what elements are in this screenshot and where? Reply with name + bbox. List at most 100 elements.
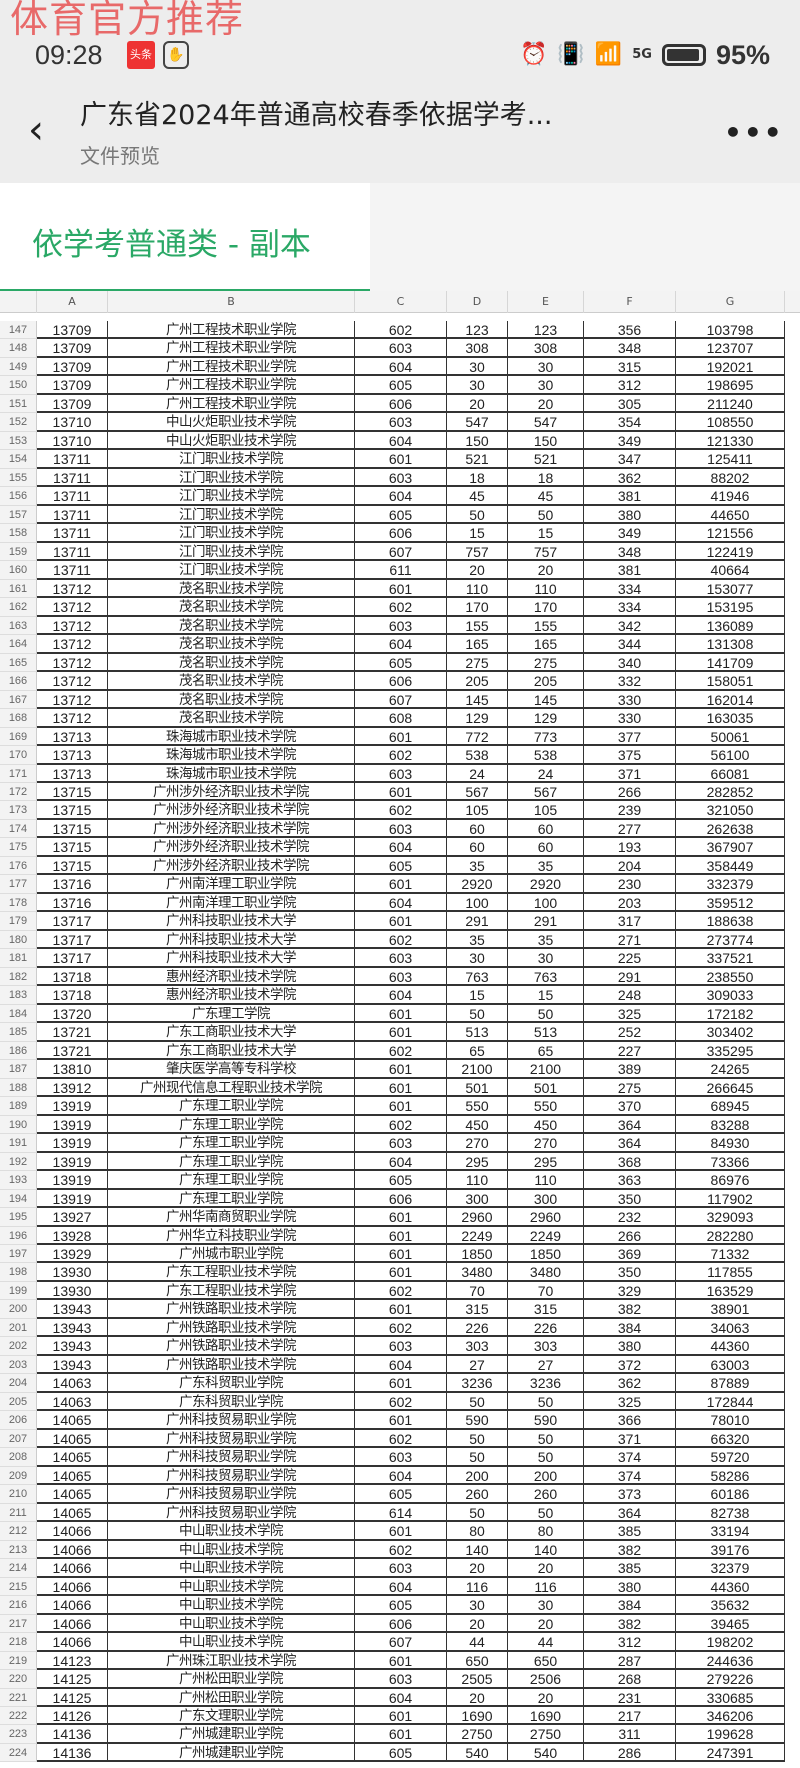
cell-e[interactable]: 50: [508, 1448, 584, 1467]
cell-c[interactable]: 601: [355, 579, 447, 599]
cell-e[interactable]: 300: [508, 1189, 584, 1209]
cell-c[interactable]: 604: [355, 635, 447, 654]
row-number[interactable]: 179: [0, 912, 37, 931]
cell-d[interactable]: 538: [447, 746, 508, 765]
column-header[interactable]: C: [355, 291, 447, 313]
cell-d[interactable]: 35: [447, 930, 508, 950]
cell-c[interactable]: 603: [355, 764, 447, 783]
cell-f[interactable]: 348: [584, 339, 676, 358]
cell-f[interactable]: 354: [584, 413, 676, 432]
cell-e[interactable]: 773: [508, 727, 584, 747]
cell-b[interactable]: 中山职业技术学院: [108, 1559, 355, 1578]
cell-f[interactable]: 347: [584, 450, 676, 469]
cell-a[interactable]: 13943: [37, 1300, 108, 1319]
row-number[interactable]: 219: [0, 1651, 37, 1671]
cell-c[interactable]: 604: [355, 986, 447, 1005]
cell-f[interactable]: 277: [584, 819, 676, 839]
cell-e[interactable]: 30: [508, 1596, 584, 1615]
row-number[interactable]: 191: [0, 1134, 37, 1153]
row-number[interactable]: 192: [0, 1152, 37, 1172]
cell-d[interactable]: 260: [447, 1485, 508, 1504]
cell-a[interactable]: 14065: [37, 1485, 108, 1504]
cell-f[interactable]: 330: [584, 709, 676, 728]
cell-d[interactable]: 70: [447, 1281, 508, 1301]
cell-c[interactable]: 601: [355, 875, 447, 894]
cell-a[interactable]: 13943: [37, 1355, 108, 1375]
cell-e[interactable]: 150: [508, 431, 584, 451]
cell-d[interactable]: 100: [447, 893, 508, 913]
cell-a[interactable]: 13712: [37, 690, 108, 710]
cell-f[interactable]: 340: [584, 653, 676, 673]
cell-g[interactable]: 103798: [676, 321, 785, 340]
cell-g[interactable]: 40664: [676, 561, 785, 580]
cell-e[interactable]: 567: [508, 783, 584, 802]
cell-b[interactable]: 广州铁路职业技术学院: [108, 1355, 355, 1375]
cell-g[interactable]: 332379: [676, 875, 785, 894]
cell-g[interactable]: 238550: [676, 967, 785, 987]
cell-e[interactable]: 521: [508, 450, 584, 469]
row-number[interactable]: 220: [0, 1670, 37, 1689]
cell-f[interactable]: 362: [584, 468, 676, 488]
cell-b[interactable]: 广东工商职业技术大学: [108, 1041, 355, 1061]
cell-d[interactable]: 50: [447, 1448, 508, 1467]
cell-d[interactable]: 80: [447, 1522, 508, 1541]
cell-g[interactable]: 50061: [676, 727, 785, 747]
cell-c[interactable]: 604: [355, 357, 447, 377]
cell-b[interactable]: 肇庆医学高等专科学校: [108, 1060, 355, 1079]
cell-c[interactable]: 611: [355, 561, 447, 580]
cell-e[interactable]: 30: [508, 949, 584, 968]
cell-b[interactable]: 中山职业技术学院: [108, 1522, 355, 1541]
cell-g[interactable]: 279226: [676, 1670, 785, 1689]
row-number[interactable]: 166: [0, 672, 37, 691]
cell-a[interactable]: 14065: [37, 1411, 108, 1430]
cell-c[interactable]: 605: [355, 1171, 447, 1190]
cell-g[interactable]: 199628: [676, 1725, 785, 1744]
cell-d[interactable]: 205: [447, 672, 508, 691]
cell-f[interactable]: 380: [584, 1337, 676, 1356]
cell-b[interactable]: 广州涉外经济职业技术学院: [108, 783, 355, 802]
cell-b[interactable]: 广州铁路职业技术学院: [108, 1337, 355, 1356]
column-header[interactable]: A: [37, 291, 108, 313]
cell-d[interactable]: 50: [447, 505, 508, 525]
cell-e[interactable]: 18: [508, 468, 584, 488]
cell-e[interactable]: 35: [508, 930, 584, 950]
cell-e[interactable]: 80: [508, 1522, 584, 1541]
cell-c[interactable]: 602: [355, 746, 447, 765]
cell-c[interactable]: 601: [355, 1245, 447, 1264]
cell-c[interactable]: 602: [355, 1540, 447, 1560]
row-number[interactable]: 154: [0, 450, 37, 469]
cell-g[interactable]: 163035: [676, 709, 785, 728]
cell-a[interactable]: 14065: [37, 1448, 108, 1467]
cell-a[interactable]: 13709: [37, 376, 108, 395]
cell-c[interactable]: 605: [355, 376, 447, 395]
cell-g[interactable]: 58286: [676, 1466, 785, 1486]
cell-g[interactable]: 367907: [676, 838, 785, 857]
cell-g[interactable]: 198695: [676, 376, 785, 395]
cell-c[interactable]: 603: [355, 1670, 447, 1689]
cell-f[interactable]: 275: [584, 1078, 676, 1098]
cell-g[interactable]: 44360: [676, 1577, 785, 1597]
row-number[interactable]: 176: [0, 856, 37, 876]
cell-a[interactable]: 13720: [37, 1004, 108, 1024]
cell-f[interactable]: 350: [584, 1263, 676, 1282]
cell-f[interactable]: 332: [584, 672, 676, 691]
row-number[interactable]: 218: [0, 1633, 37, 1652]
cell-b[interactable]: 广州铁路职业技术学院: [108, 1318, 355, 1338]
cell-c[interactable]: 602: [355, 321, 447, 340]
cell-b[interactable]: 茂名职业技术学院: [108, 690, 355, 710]
cell-b[interactable]: 广州松田职业学院: [108, 1688, 355, 1707]
cell-c[interactable]: 602: [355, 801, 447, 820]
cell-e[interactable]: 2100: [508, 1060, 584, 1079]
cell-b[interactable]: 广州科技职业技术大学: [108, 930, 355, 950]
row-number[interactable]: 213: [0, 1540, 37, 1560]
row-number[interactable]: 177: [0, 875, 37, 894]
cell-b[interactable]: 江门职业技术学院: [108, 468, 355, 488]
cell-a[interactable]: 13711: [37, 542, 108, 562]
cell-e[interactable]: 50: [508, 1004, 584, 1024]
cell-e[interactable]: 145: [508, 690, 584, 710]
row-number[interactable]: 173: [0, 801, 37, 820]
cell-a[interactable]: 14066: [37, 1614, 108, 1634]
cell-e[interactable]: 20: [508, 561, 584, 580]
cell-g[interactable]: 303402: [676, 1023, 785, 1042]
cell-b[interactable]: 茂名职业技术学院: [108, 672, 355, 691]
